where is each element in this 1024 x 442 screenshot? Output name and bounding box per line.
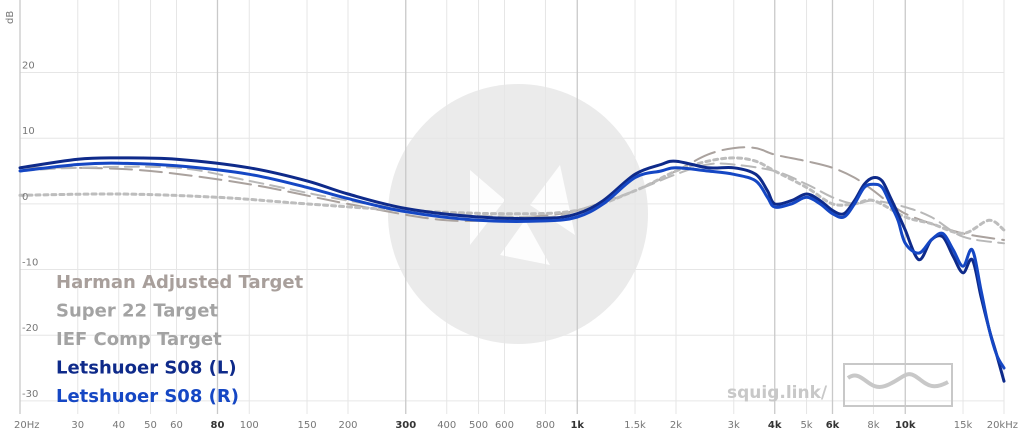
x-tick-label: 3k <box>728 420 740 431</box>
series-layer <box>18 146 1006 383</box>
x-tick-label: 30 <box>71 420 84 431</box>
x-tick-label: 800 <box>536 420 555 431</box>
x-tick-label: 10k <box>895 420 916 431</box>
x-tick-label: 400 <box>437 420 456 431</box>
x-tick-label: 20Hz <box>14 420 40 431</box>
y-tick-label: 0 <box>22 192 28 203</box>
x-tick-label: 50 <box>144 420 157 431</box>
x-tick-label: 1.5k <box>624 420 646 431</box>
x-tick-label: 150 <box>297 420 316 431</box>
legend-entry-0[interactable]: Harman Adjusted Target <box>56 272 304 293</box>
x-tick-label: 15k <box>954 420 973 431</box>
legend-entry-1[interactable]: Super 22 Target <box>56 301 218 322</box>
y-tick-label: -10 <box>22 258 38 269</box>
y-tick-label: -30 <box>22 389 38 400</box>
watermark-wave-box <box>843 363 953 407</box>
x-tick-label: 4k <box>768 420 782 431</box>
x-tick-label: 1k <box>570 420 584 431</box>
x-tick-label: 600 <box>495 420 514 431</box>
x-tick-label: 80 <box>211 420 225 431</box>
series-line-2 <box>18 156 1006 235</box>
x-tick-label: 500 <box>469 420 488 431</box>
y-axis-ticks: 20 10 0 -10 -20 -30 <box>22 61 38 400</box>
y-tick-label: 20 <box>22 61 35 72</box>
legend-entry-2[interactable]: IEF Comp Target <box>56 329 222 350</box>
y-tick-label: -20 <box>22 323 38 334</box>
x-tick-label: 6k <box>826 420 840 431</box>
x-tick-label: 2k <box>670 420 682 431</box>
x-tick-label: 5k <box>800 420 812 431</box>
x-tick-label: 20kHz <box>987 420 1018 431</box>
x-tick-label: 200 <box>338 420 357 431</box>
watermark-text: squig.link/ <box>727 383 828 403</box>
legend: Harman Adjusted Target Super 22 Target IEF… <box>56 272 304 407</box>
x-tick-label: 60 <box>170 420 183 431</box>
legend-entry-4[interactable]: Letshuoer S08 (R) <box>56 386 239 407</box>
series-line-3 <box>18 156 1006 383</box>
watermark: squig.link/ <box>727 363 953 407</box>
x-axis-ticks: 20Hz 30 40 50 60 80 100 150 200 300 400 500 600 800 1k… <box>14 420 1018 431</box>
y-tick-label: 10 <box>22 126 35 137</box>
watermark-wave-icon <box>846 372 949 389</box>
legend-entry-3[interactable]: Letshuoer S08 (L) <box>56 358 237 379</box>
x-tick-label: 100 <box>240 420 259 431</box>
x-tick-label: 8k <box>867 420 879 431</box>
x-tick-label: 300 <box>395 420 416 431</box>
x-tick-label: 40 <box>112 420 125 431</box>
series-line-4 <box>18 161 1006 370</box>
y-axis-label: dB <box>5 11 16 24</box>
